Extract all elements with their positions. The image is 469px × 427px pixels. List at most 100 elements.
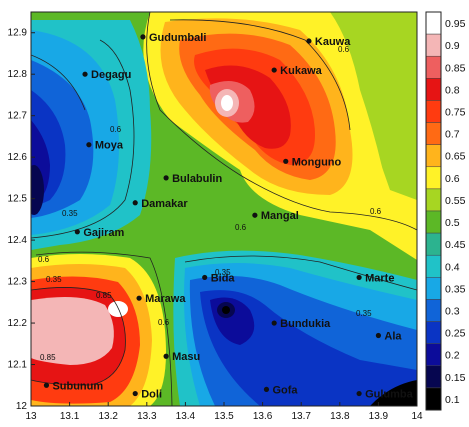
y-tick-label: 12.6 xyxy=(8,152,28,163)
contour-label: 0.6 xyxy=(38,255,50,264)
place-marker xyxy=(140,34,146,40)
colorbar-label: 0.2 xyxy=(445,350,460,362)
colorbar-swatch xyxy=(425,144,442,168)
colorbar-swatch xyxy=(425,343,442,367)
colorbar-label: 0.75 xyxy=(445,107,466,119)
colorbar-label: 0.9 xyxy=(445,40,460,52)
contour-label: 0.6 xyxy=(110,125,122,134)
place-label: Gudumbali xyxy=(149,32,206,44)
colorbar-swatch xyxy=(425,210,442,234)
colorbar-swatch xyxy=(425,254,442,278)
colorbar-label: 0.6 xyxy=(445,173,460,185)
colorbar-swatch xyxy=(425,33,442,57)
x-tick-label: 13.4 xyxy=(176,411,196,422)
place-label: Gofa xyxy=(272,384,298,396)
x-tick-label: 13.1 xyxy=(60,411,80,422)
place-marker xyxy=(356,274,362,281)
contour-label: 0.6 xyxy=(370,207,382,216)
place-marker xyxy=(82,71,88,77)
place-label: Marte xyxy=(365,272,394,284)
colorbar-label: 0.85 xyxy=(445,62,466,74)
x-tick-label: 13.2 xyxy=(98,411,118,422)
y-tick-label: 12.2 xyxy=(8,318,28,329)
contour-label: 0.6 xyxy=(158,318,170,327)
x-tick-label: 13.9 xyxy=(369,411,389,422)
y-tick-label: 12.4 xyxy=(8,235,28,246)
colorbar-swatch xyxy=(425,122,442,145)
contour-label: 0.85 xyxy=(40,353,56,362)
place-marker xyxy=(74,229,80,235)
place-label: Marawa xyxy=(145,293,186,305)
colorbar-swatch xyxy=(425,232,442,256)
place-marker xyxy=(163,353,169,359)
place-marker xyxy=(283,158,289,164)
colorbar-label: 0.3 xyxy=(445,306,460,318)
colorbar-swatch xyxy=(425,277,442,300)
map-plot-area: 0.6 0.6 0.35 0.6 0.6 0.6 0.35 0.85 0.85 … xyxy=(31,12,417,406)
y-tick-label: 12.1 xyxy=(8,360,28,371)
place-label: Gajiram xyxy=(83,227,124,239)
colorbar-label: 0.7 xyxy=(445,129,460,141)
place-label: Kukawa xyxy=(280,65,322,77)
place-label: Monguno xyxy=(292,156,342,168)
contour-label: 0.6 xyxy=(338,45,350,54)
contour-label: 0.6 xyxy=(235,223,247,232)
colorbar-label: 0.8 xyxy=(445,84,460,96)
contour-label: 0.35 xyxy=(356,309,372,318)
x-tick-label: 13.6 xyxy=(253,411,273,422)
colorbar-swatch xyxy=(425,299,442,322)
y-axis: 12 12.1 12.2 12.3 12.4 12.5 12.6 12.7 12.8 12.9 xyxy=(8,28,35,412)
colorbar-swatch xyxy=(425,100,442,123)
colorbar-label: 0.45 xyxy=(445,239,466,251)
x-tick-label: 13.3 xyxy=(137,411,157,422)
colorbar-swatch xyxy=(425,188,442,212)
place-label: Doli xyxy=(141,389,162,401)
place-label: Kauwa xyxy=(315,36,351,48)
y-tick-label: 12.9 xyxy=(8,28,28,39)
colorbar: 0.95 0.9 0.85 0.8 0.75 0.7 0.65 0.6 0.55 0.5 0.45 0… xyxy=(425,11,466,411)
place-label: Bulabulin xyxy=(172,173,222,185)
place-marker xyxy=(306,38,312,44)
place-label: Mangal xyxy=(261,210,299,222)
place-label: Masu xyxy=(172,351,200,363)
y-tick-label: 12.7 xyxy=(8,111,28,122)
place-marker xyxy=(263,386,270,393)
x-tick-label: 13.8 xyxy=(330,411,350,422)
y-tick-label: 12.3 xyxy=(8,277,28,288)
colorbar-swatch xyxy=(425,321,442,344)
place-marker xyxy=(136,295,142,301)
colorbar-label: 0.55 xyxy=(445,195,466,207)
place-label: Gulumba xyxy=(365,389,414,401)
place-label: Bundukia xyxy=(280,318,331,330)
place-marker xyxy=(163,175,169,181)
place-label: Bida xyxy=(211,272,236,284)
place-marker xyxy=(252,212,258,218)
x-tick-label: 13.7 xyxy=(291,411,311,422)
y-tick-label: 12 xyxy=(16,401,28,412)
contour-label: 0.35 xyxy=(46,275,62,284)
colorbar-label: 0.5 xyxy=(445,217,460,229)
colorbar-swatch xyxy=(425,166,442,190)
colorbar-swatch xyxy=(425,387,442,411)
place-label: Moya xyxy=(95,140,124,152)
place-marker xyxy=(43,382,50,388)
colorbar-label: 0.35 xyxy=(445,283,466,295)
colorbar-frame xyxy=(425,11,442,411)
contour-label: 0.85 xyxy=(96,291,112,300)
colorbar-label: 0.25 xyxy=(445,328,466,340)
contour-lines xyxy=(31,12,417,406)
place-marker xyxy=(132,200,138,206)
y-tick-label: 12.8 xyxy=(8,69,28,80)
place-marker xyxy=(375,332,381,339)
place-marker xyxy=(271,67,277,73)
place-label: Damakar xyxy=(141,198,188,210)
contour-label: 0.35 xyxy=(62,209,78,218)
contour-labels: 0.6 0.6 0.35 0.6 0.6 0.6 0.35 0.85 0.85 … xyxy=(38,45,382,362)
y-tick-label: 12.5 xyxy=(8,194,28,205)
place-label: Degagu xyxy=(91,69,131,81)
places-layer: Gudumbali Kauwa Degagu Kukawa Moya Monguno Bul… xyxy=(43,32,414,401)
colorbar-swatch xyxy=(425,365,442,389)
place-marker xyxy=(86,142,92,148)
place-marker xyxy=(356,390,362,397)
